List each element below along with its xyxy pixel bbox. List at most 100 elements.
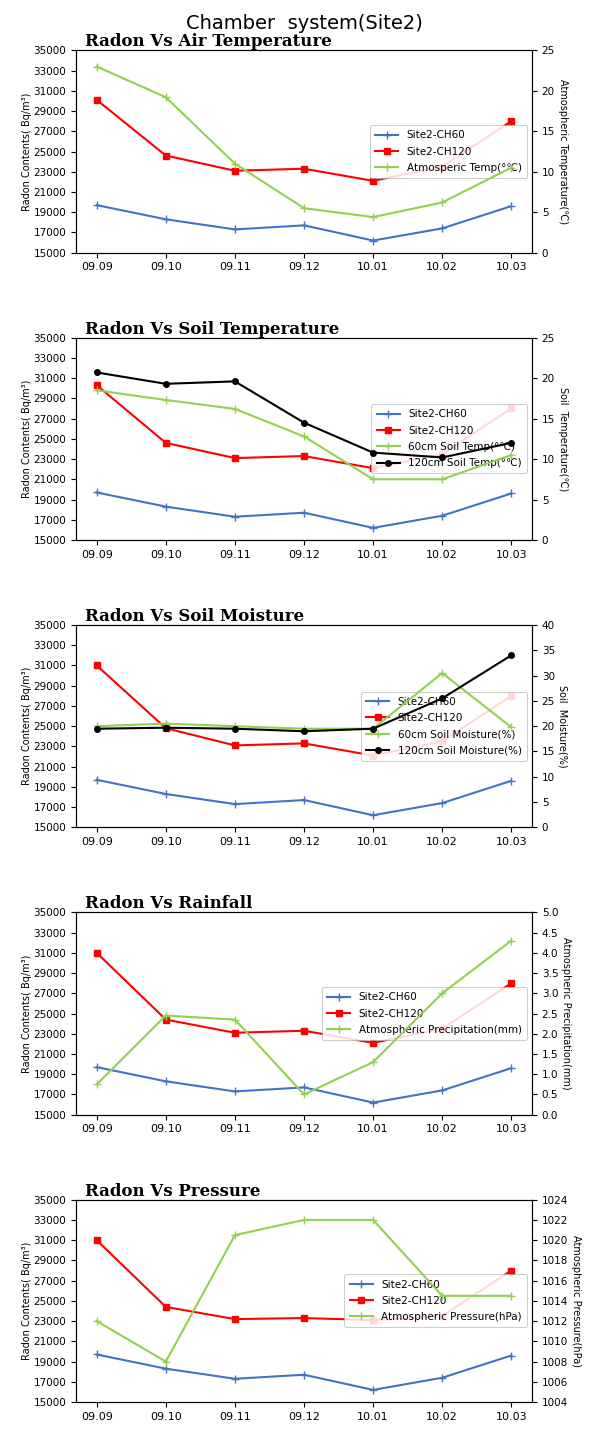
Site2-CH60 xyxy=(300,505,308,522)
Line: Site2-CH60: Site2-CH60 xyxy=(92,489,516,532)
Text: Radon Vs Rainfall: Radon Vs Rainfall xyxy=(85,896,252,912)
Site2-CH60 xyxy=(370,1382,377,1399)
Atmospheric Precipitation(mm) xyxy=(370,1054,377,1071)
120cm Soil Moisture(%) xyxy=(93,720,100,738)
Site2-CH120 xyxy=(438,1307,446,1324)
Atmosperic Temp(°℃) xyxy=(231,155,238,173)
Site2-CH60 xyxy=(370,807,377,824)
Line: 60cm Soil Temp(°℃): 60cm Soil Temp(°℃) xyxy=(92,387,516,483)
Site2-CH120 xyxy=(300,160,308,177)
Site2-CH120 xyxy=(370,1311,377,1329)
Y-axis label: Soil  Moisture(%): Soil Moisture(%) xyxy=(558,684,568,768)
Site2-CH60 xyxy=(231,795,238,812)
Site2-CH120 xyxy=(370,746,377,764)
Site2-CH120 xyxy=(231,1024,238,1041)
Atmospheric Pressure(hPa) xyxy=(508,1287,515,1304)
Site2-CH120 xyxy=(508,1263,515,1280)
Site2-CH120 xyxy=(438,1020,446,1037)
Atmosperic Temp(°℃) xyxy=(508,160,515,177)
Site2-CH120 xyxy=(508,687,515,705)
120cm Soil Temp(°℃) xyxy=(370,444,377,462)
Site2-CH60 xyxy=(93,483,100,500)
Site2-CH120 xyxy=(162,434,170,452)
Site2-CH60 xyxy=(231,1083,238,1100)
Atmosperic Temp(°℃) xyxy=(300,200,308,217)
Text: Chamber  system(Site2): Chamber system(Site2) xyxy=(185,14,423,33)
Site2-CH60 xyxy=(93,197,100,214)
Site2-CH120 xyxy=(231,736,238,754)
120cm Soil Moisture(%) xyxy=(370,720,377,738)
Site2-CH60 xyxy=(93,771,100,788)
Atmospheric Pressure(hPa) xyxy=(93,1313,100,1330)
Atmospheric Precipitation(mm) xyxy=(93,1076,100,1093)
Atmosperic Temp(°℃) xyxy=(162,89,170,106)
60cm Soil Moisture(%) xyxy=(231,718,238,735)
Atmospheric Pressure(hPa) xyxy=(300,1211,308,1228)
Site2-CH60 xyxy=(231,1370,238,1388)
Line: Site2-CH120: Site2-CH120 xyxy=(94,383,514,472)
Atmospheric Pressure(hPa) xyxy=(370,1211,377,1228)
120cm Soil Temp(°℃) xyxy=(231,372,238,390)
120cm Soil Temp(°℃) xyxy=(93,364,100,381)
Site2-CH60 xyxy=(300,791,308,808)
60cm Soil Temp(°℃) xyxy=(162,391,170,408)
Site2-CH60 xyxy=(438,794,446,811)
Text: Radon Vs Air Temperature: Radon Vs Air Temperature xyxy=(85,33,332,50)
Y-axis label: Radon Contents( Bq/m³): Radon Contents( Bq/m³) xyxy=(22,1241,32,1360)
60cm Soil Temp(°℃) xyxy=(93,381,100,398)
Line: Site2-CH60: Site2-CH60 xyxy=(92,1063,516,1107)
Text: Radon Vs Pressure: Radon Vs Pressure xyxy=(85,1182,260,1199)
Legend: Site2-CH60, Site2-CH120, 60cm Soil Temp(°℃), 120cm Soil Temp(°℃): Site2-CH60, Site2-CH120, 60cm Soil Temp(… xyxy=(371,404,527,473)
Site2-CH120 xyxy=(508,975,515,992)
Site2-CH120 xyxy=(438,733,446,751)
Text: Radon Vs Soil Moisture: Radon Vs Soil Moisture xyxy=(85,608,304,626)
Site2-CH120 xyxy=(370,173,377,190)
Site2-CH60 xyxy=(508,772,515,789)
Site2-CH60 xyxy=(438,220,446,237)
Site2-CH60 xyxy=(93,1346,100,1363)
Site2-CH120 xyxy=(300,1310,308,1327)
Site2-CH60 xyxy=(300,1366,308,1383)
Site2-CH120 xyxy=(231,1310,238,1327)
Site2-CH60 xyxy=(438,508,446,525)
Site2-CH120 xyxy=(370,1034,377,1051)
60cm Soil Moisture(%) xyxy=(438,664,446,682)
Site2-CH120 xyxy=(508,400,515,417)
Site2-CH60 xyxy=(300,217,308,234)
60cm Soil Moisture(%) xyxy=(508,719,515,736)
Atmospheric Precipitation(mm) xyxy=(438,985,446,1002)
Site2-CH120 xyxy=(162,719,170,736)
60cm Soil Moisture(%) xyxy=(93,718,100,735)
Line: Site2-CH120: Site2-CH120 xyxy=(94,1237,514,1323)
Site2-CH120 xyxy=(93,1231,100,1248)
Site2-CH120 xyxy=(93,91,100,108)
Site2-CH120 xyxy=(508,112,515,129)
60cm Soil Temp(°℃) xyxy=(300,427,308,444)
Y-axis label: Radon Contents( Bq/m³): Radon Contents( Bq/m³) xyxy=(22,380,32,498)
Site2-CH120 xyxy=(162,1299,170,1316)
Site2-CH120 xyxy=(438,158,446,175)
Line: Site2-CH60: Site2-CH60 xyxy=(92,201,516,244)
120cm Soil Moisture(%) xyxy=(508,647,515,664)
Site2-CH120 xyxy=(370,460,377,477)
Atmospheric Pressure(hPa) xyxy=(231,1227,238,1244)
120cm Soil Moisture(%) xyxy=(438,690,446,707)
Site2-CH60 xyxy=(370,232,377,249)
Atmosperic Temp(°℃) xyxy=(93,58,100,75)
Atmosperic Temp(°℃) xyxy=(438,194,446,211)
Site2-CH60 xyxy=(438,1369,446,1386)
Legend: Site2-CH60, Site2-CH120, Atmospheric Precipitation(mm): Site2-CH60, Site2-CH120, Atmospheric Pre… xyxy=(322,986,527,1040)
Line: Atmospheric Pressure(hPa): Atmospheric Pressure(hPa) xyxy=(92,1215,516,1366)
60cm Soil Temp(°℃) xyxy=(231,400,238,417)
Line: Atmospheric Precipitation(mm): Atmospheric Precipitation(mm) xyxy=(92,936,516,1099)
Line: Site2-CH120: Site2-CH120 xyxy=(94,98,514,184)
Site2-CH60 xyxy=(162,211,170,229)
Site2-CH60 xyxy=(508,197,515,214)
Site2-CH120 xyxy=(162,147,170,164)
Site2-CH120 xyxy=(162,1011,170,1028)
Site2-CH60 xyxy=(508,485,515,502)
Legend: Site2-CH60, Site2-CH120, 60cm Soil Moisture(%), 120cm Soil Moisture(%): Site2-CH60, Site2-CH120, 60cm Soil Moist… xyxy=(361,692,527,761)
Line: Site2-CH120: Site2-CH120 xyxy=(94,951,514,1045)
Site2-CH60 xyxy=(162,785,170,802)
Site2-CH60 xyxy=(438,1081,446,1099)
